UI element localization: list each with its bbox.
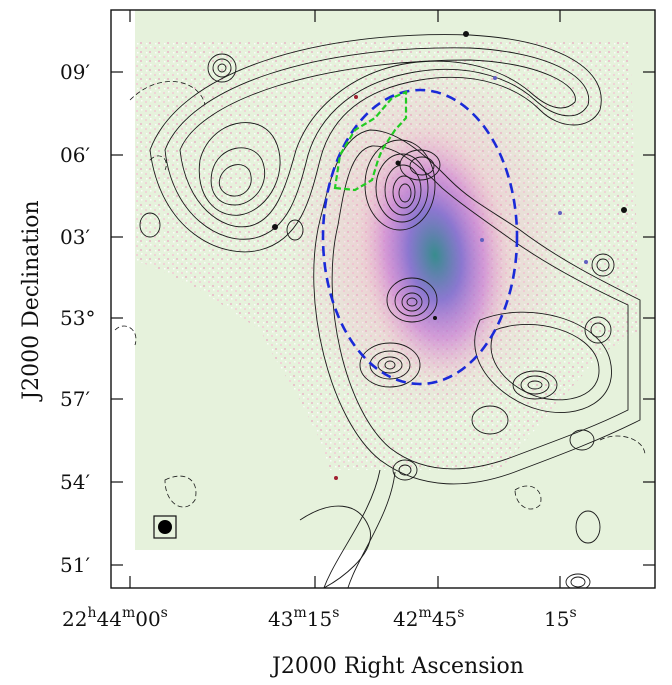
x-tick-label: 43m15s [268,605,339,631]
y-tick-label: 09′ [60,60,90,84]
beam-icon [158,520,172,534]
y-tick-label: 06′ [60,143,90,167]
x-tick-label: 42m45s [393,605,464,631]
y-tick-labels: 09′ 06′ 03′ 53° 57′ 54′ 51′ [60,60,95,577]
beam-box [153,515,177,539]
y-tick-label: 57′ [60,387,90,411]
y-tick-label: 03′ [60,225,90,249]
image-layer [111,10,655,588]
y-ticks [111,71,655,566]
x-tick-labels: 22h44m00s 43m15s 42m45s 15s [62,605,577,631]
y-axis-title: J2000 Declination [19,200,44,401]
point-sources [272,31,627,480]
y-tick-label: 54′ [60,470,90,494]
x-tick-label: 22h44m00s [62,605,168,631]
y-tick-label: 53° [60,306,95,330]
radio-contours [139,34,641,588]
cluster-ellipse [321,88,519,386]
plot-frame [110,9,656,589]
x-tick-label: 15s [544,605,577,631]
shock-region-outline [333,90,408,192]
y-tick-label: 51′ [60,553,90,577]
x-axis-title: J2000 Right Ascension [270,654,524,679]
cluster-emission [358,125,512,385]
x-ticks [129,10,561,588]
negative-contours [114,81,646,510]
